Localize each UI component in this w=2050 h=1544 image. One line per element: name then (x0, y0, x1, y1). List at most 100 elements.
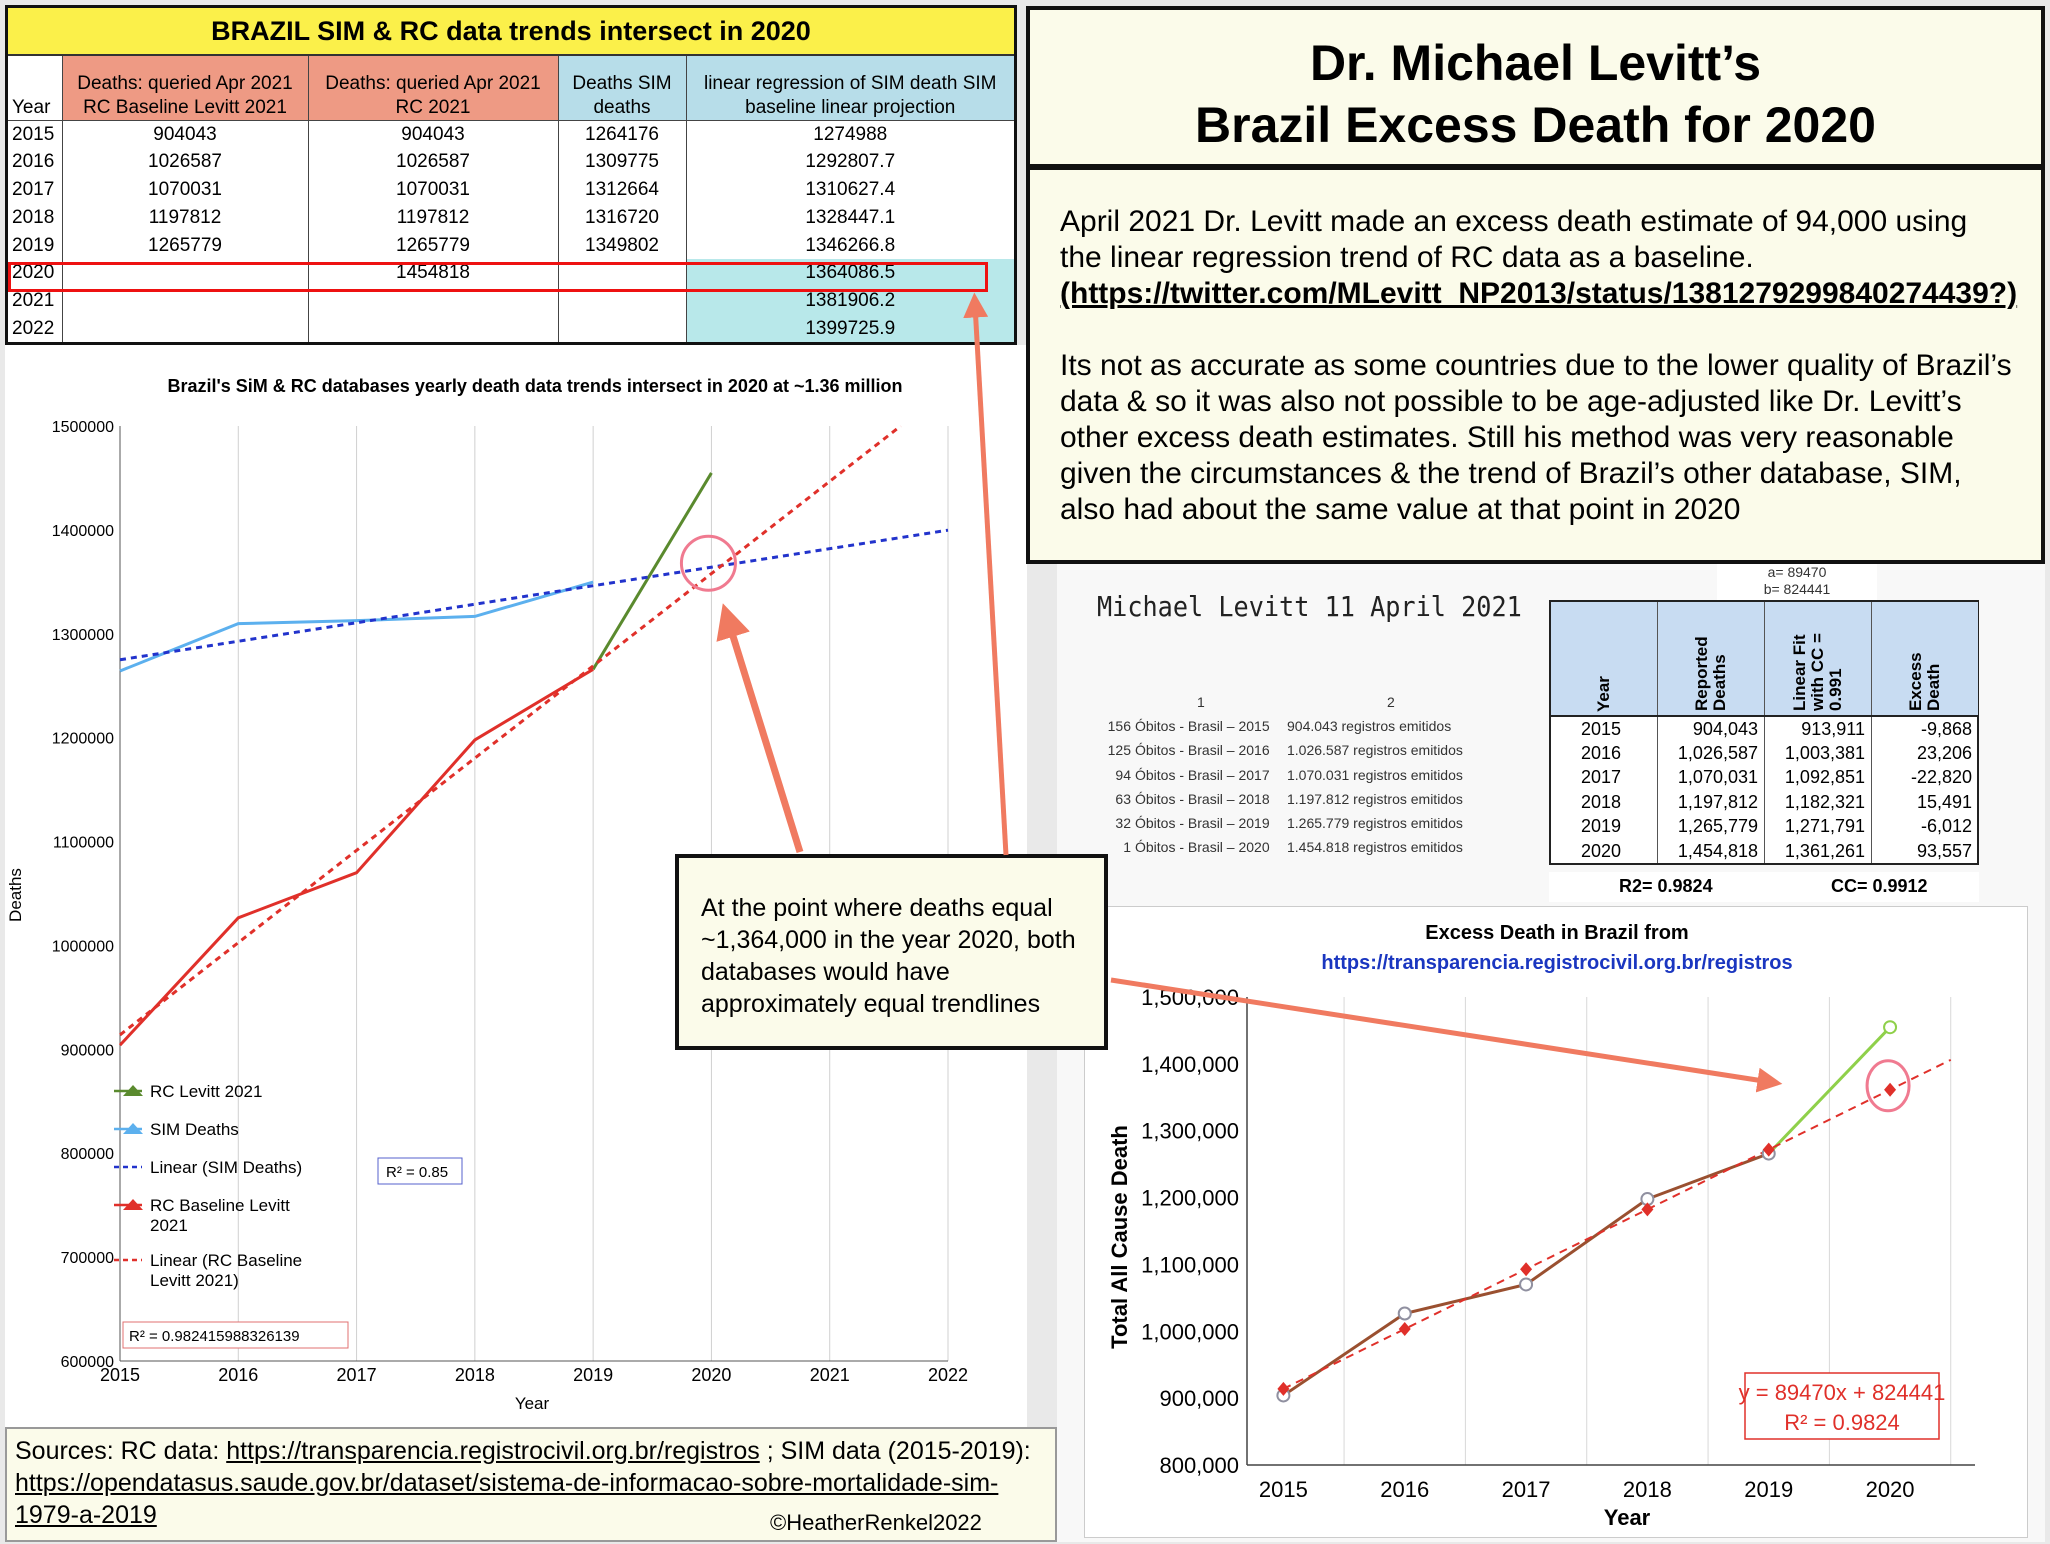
series-line-4 (119, 424, 902, 1037)
main-title-line1: Dr. Michael Levitt’s (1309, 35, 1762, 91)
y-tick-label: 600000 (61, 1354, 114, 1371)
levitt-row: 2020 1,454,818 1,361,261 93,557 (1551, 838, 1978, 863)
table-header-4: linear regression of SIM death SIM basel… (685, 56, 1014, 121)
levitt-cell: 15,491 (1871, 789, 1978, 814)
x-tick-label: 2016 (1380, 1477, 1429, 1502)
series-line-3 (118, 668, 594, 1047)
left-chart-title: Brazil's SiM & RC databases yearly death… (167, 376, 902, 396)
registry-row: 32 Óbitos - Brasil – 2019 1.265.779 regist… (1097, 811, 1523, 835)
levitt-header-2: Linear Fit with CC = 0.991 (1764, 602, 1872, 717)
y-tick-label: 1,000,000 (1141, 1319, 1239, 1344)
table-cell: 1346266.8 (685, 231, 1014, 259)
r2-label: R² = 0.9824 (1784, 1410, 1900, 1435)
main-title-line2: Brazil Excess Death for 2020 (1195, 97, 1876, 153)
left-chart: Brazil's SiM & RC databases yearly death… (6, 376, 968, 1413)
y-tick-label: 1,100,000 (1141, 1252, 1239, 1277)
levitt-table: Year Reported Deaths Linear Fit with CC = … (1551, 602, 1978, 863)
levitt-row: 2016 1,026,587 1,003,381 23,206 (1551, 740, 1978, 765)
x-tick-label: 2020 (1866, 1477, 1915, 1502)
table-cell: 1265779 (307, 231, 558, 259)
levitt-cell: 93,557 (1871, 838, 1978, 863)
levitt-cell: -6,012 (1871, 814, 1978, 839)
table-cell: 1026587 (307, 147, 558, 176)
x-tick-label: 2017 (1502, 1477, 1551, 1502)
registry-value: 1.265.779 registros emitidos (1287, 815, 1463, 832)
table-cell: 2020 (12, 262, 55, 284)
registry-idx: 32 (1115, 815, 1131, 832)
legend-label-line: Levitt 2021) (150, 1271, 239, 1290)
registry-row: 94 Óbitos - Brasil – 2017 1.070.031 regist… (1097, 763, 1523, 787)
x-tick-label: 2016 (218, 1365, 258, 1385)
r2-rc-label: R² = 0.982415988326139 (129, 1328, 300, 1345)
registry-value: 1.026.587 registros emitidos (1287, 742, 1463, 759)
table-cell: 2021 (12, 290, 55, 312)
equation-label: y = 89470x + 824441 (1739, 1380, 1946, 1405)
table-cell: 1399725.9 (685, 314, 1014, 342)
y-tick-label: 800000 (61, 1146, 114, 1163)
table-row: 2018 1197812 1197812 1316720 1328447.1 (8, 203, 1014, 232)
registry-idx: 156 (1107, 718, 1131, 734)
levitt-row: 2017 1,070,031 1,092,851 -22,820 (1551, 765, 1978, 790)
callout-box: At the point where deaths equal ~1,364,0… (675, 854, 1108, 1050)
x-tick-label: 2017 (337, 1365, 377, 1385)
registry-idx: 94 (1115, 766, 1131, 783)
levitt-cell: 1,361,261 (1764, 838, 1872, 863)
registry-row: 63 Óbitos - Brasil – 2018 1.197.812 regist… (1097, 787, 1523, 811)
rc-data-link[interactable]: https://transparencia.registrocivil.org.… (226, 1437, 760, 1465)
x-axis-label: Year (515, 1394, 550, 1413)
table-cell (61, 314, 308, 342)
registry-label: Óbitos - Brasil – 2015 (1135, 718, 1270, 734)
param-a: a= 89470 (1767, 564, 1827, 580)
levitt-stats: R2= 0.9824 CC= 0.9912 (1549, 872, 1979, 902)
x-tick-label: 2019 (1744, 1477, 1793, 1502)
levitt-cell: 2015 (1580, 718, 1622, 739)
right-chart-title: Excess Death in Brazil from (1425, 922, 1688, 944)
y-tick-label: 900,000 (1159, 1386, 1239, 1411)
table-cell: 1310627.4 (685, 175, 1014, 204)
table-cell: 1026587 (61, 147, 308, 176)
legend-label: RC Baseline Levitt 2021 (150, 1196, 290, 1235)
table-header-3: Deaths SIM deaths (557, 56, 686, 121)
registry-idx: 1 (1123, 839, 1131, 856)
description-para2: Its not as accurate as some countries du… (1060, 349, 2012, 526)
table-cell: 1070031 (307, 175, 558, 204)
table-header-0: Year (8, 56, 62, 121)
sources-mid: ; SIM data (2015-2019): (759, 1437, 1031, 1465)
reported-point (1397, 1306, 1412, 1321)
y-axis-label: Total All Cause Death (1107, 1125, 1132, 1349)
y-tick-label: 1000000 (52, 938, 114, 955)
table-row: 2016 1026587 1026587 1309775 1292807.7 (8, 147, 1014, 176)
y-tick-label: 1100000 (53, 835, 114, 852)
series-line-1 (119, 580, 594, 673)
fit-point (1277, 1381, 1290, 1396)
table-cell: 1265779 (61, 231, 308, 259)
levitt-header-label: Reported Deaths (1692, 636, 1729, 711)
twitter-link[interactable]: (https://twitter.com/MLevitt_NP2013/stat… (1060, 277, 2018, 310)
table-cell: 1349802 (557, 231, 686, 259)
data-table-panel: BRAZIL SIM & RC data trends intersect in… (5, 5, 1017, 345)
registry-value: 1.197.812 registros emitidos (1287, 790, 1463, 807)
levitt-cell: 1,265,779 (1657, 814, 1765, 839)
levitt-cell: 1,271,791 (1764, 814, 1872, 839)
legend-label: RC Levitt 2021 (150, 1082, 262, 1101)
table-cell: 904043 (61, 120, 308, 148)
y-tick-label: 700000 (61, 1250, 114, 1267)
levitt-sheet: a= 89470 b= 824441 Michael Levitt 11 Apr… (1057, 564, 2045, 1542)
table-cell: 1328447.1 (685, 203, 1014, 232)
table-cell: 1274988 (685, 120, 1014, 148)
registry-label: Óbitos - Brasil – 2020 (1135, 839, 1270, 856)
levitt-cell: 2020 (1580, 840, 1622, 861)
intersection-highlight (679, 534, 737, 592)
levitt-cell: 1,197,812 (1657, 789, 1765, 814)
levitt-cell: 904,043 (1657, 716, 1765, 741)
registry-value: 904.043 registros emitidos (1287, 718, 1452, 734)
table-row: 2017 1070031 1070031 1312664 1310627.4 (8, 175, 1014, 204)
sim-data-link[interactable]: https://opendatasus.saude.gov.br/dataset… (15, 1469, 999, 1529)
registry-label: Óbitos - Brasil – 2016 (1135, 742, 1270, 759)
row-2020-highlight (8, 262, 988, 292)
levitt-cell: 23,206 (1871, 740, 1978, 765)
table-cell: 2017 (12, 178, 55, 200)
r2-rc-box (122, 1321, 349, 1349)
levitt-cell: 1,026,587 (1657, 740, 1765, 765)
y-tick-label: 1300000 (52, 627, 114, 644)
